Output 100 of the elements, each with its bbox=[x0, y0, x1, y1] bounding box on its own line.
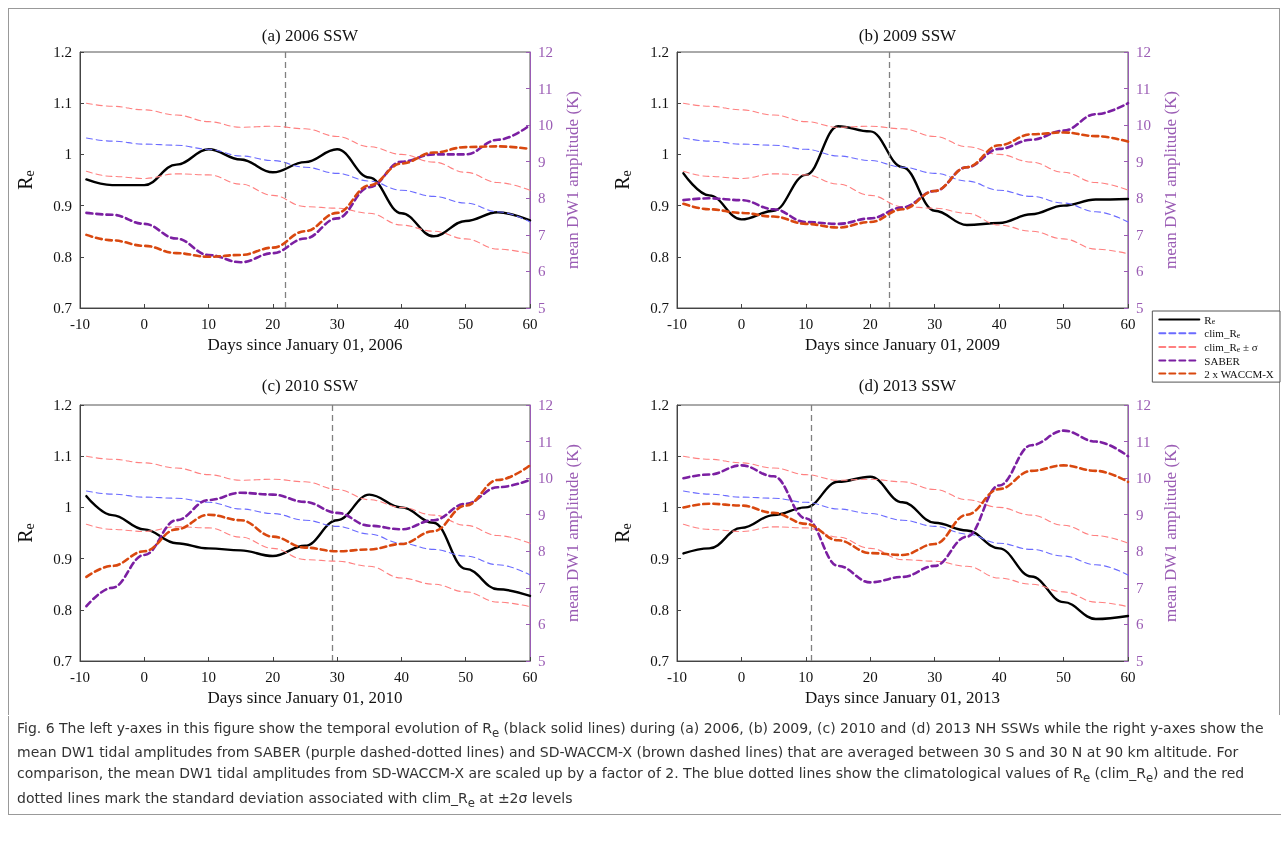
x-tick-label: 10 bbox=[798, 315, 814, 332]
x-tick-label: 20 bbox=[265, 668, 281, 685]
x-tick-label: 30 bbox=[927, 668, 943, 685]
y2-tick-label: 7 bbox=[538, 579, 546, 596]
y-tick-label: 1 bbox=[64, 146, 72, 163]
y-tick-label: 1.1 bbox=[53, 95, 72, 112]
x-tick-label: 50 bbox=[458, 668, 474, 685]
x-tick-label: 0 bbox=[737, 315, 746, 332]
x-tick-label: 60 bbox=[522, 315, 538, 332]
text: Fig. 6 The left y-axes in this figure show the temporal evolution of R$_{e}$ (black solid lines) during (a) 2006, (b) 2009, (c) 2010 and (d) 2013 NH SSWs while the right y-axes show the mean DW1 tidal amplitudes from SABER (purple dashed-dotted lines) and SD-WACCM-X (brown dashed lines) that are averaged between 30 S and 30 N at 90 km altitude. For comparison, the mean DW1 tidal amplitudes from SD-WACCM-X are scaled up by a factor of 2. The blue dotted lines show the climatological values of R$_{e}$ (clim_R$_{e}$) and the red dotted lines mark the standard deviation associated with clim_R$_{e}$ at ±2σ levels bbox=[17, 720, 1264, 810]
y2-tick-label: 9 bbox=[1136, 506, 1144, 523]
x-axis-title: Days since January 01, 2013 bbox=[805, 688, 1000, 707]
y-axis-title: Re bbox=[611, 523, 634, 543]
y-tick-label: 0.7 bbox=[53, 653, 73, 669]
legend-label: SABER bbox=[1204, 354, 1241, 367]
y2-tick-label: 10 bbox=[1136, 470, 1151, 487]
y2-tick-label: 8 bbox=[538, 543, 546, 560]
y-tick-label: 1.2 bbox=[650, 44, 669, 60]
y2-tick-label: 6 bbox=[1136, 616, 1144, 633]
y-tick-label: 0.9 bbox=[650, 550, 669, 567]
y2-tick-label: 11 bbox=[538, 80, 553, 97]
y2-tick-label: 11 bbox=[538, 433, 553, 450]
x-tick-label: 40 bbox=[991, 315, 1007, 332]
y-tick-label: 1.2 bbox=[53, 397, 72, 413]
y-tick-label: 0.8 bbox=[53, 601, 72, 618]
y2-tick-label: 7 bbox=[538, 226, 546, 243]
x-tick-label: 10 bbox=[201, 315, 217, 332]
y2-tick-label: 8 bbox=[1136, 543, 1144, 560]
y-tick-label: 1 bbox=[661, 499, 669, 516]
y2-tick-label: 7 bbox=[1136, 579, 1144, 596]
x-tick-label: 20 bbox=[862, 315, 878, 332]
y2-tick-label: 11 bbox=[1136, 433, 1151, 450]
x-tick-label: 40 bbox=[991, 668, 1007, 685]
y-tick-label: 1.1 bbox=[53, 448, 72, 465]
y2-tick-label: 8 bbox=[1136, 190, 1144, 207]
y2-tick-label: 6 bbox=[538, 616, 546, 633]
y2-tick-label: 12 bbox=[1136, 397, 1151, 413]
y2-tick-label: 10 bbox=[1136, 117, 1151, 134]
x-tick-label: 40 bbox=[393, 668, 409, 685]
y2-tick-label: 8 bbox=[538, 190, 546, 207]
y2-tick-label: 12 bbox=[538, 397, 553, 413]
x-tick-label: 60 bbox=[1120, 315, 1136, 332]
y-axis-title: Re bbox=[14, 170, 37, 190]
x-tick-label: 30 bbox=[927, 315, 943, 332]
y-tick-label: 1 bbox=[661, 146, 669, 163]
y2-tick-label: 9 bbox=[538, 153, 546, 170]
y-tick-label: 0.7 bbox=[650, 653, 670, 669]
x-tick-label: 20 bbox=[265, 315, 281, 332]
y-tick-label: 0.8 bbox=[650, 601, 669, 618]
x-tick-label: 50 bbox=[458, 315, 474, 332]
y-tick-label: 0.8 bbox=[53, 248, 72, 265]
y2-axis-title: mean DW1 amplitude (K) bbox=[563, 444, 582, 622]
y-tick-label: 0.9 bbox=[53, 197, 72, 214]
y-tick-label: 0.8 bbox=[650, 248, 669, 265]
y-tick-label: 0.9 bbox=[650, 197, 669, 214]
chart-title: (d) 2013 SSW bbox=[858, 376, 958, 395]
x-tick-label: -10 bbox=[70, 315, 90, 332]
x-tick-label: 30 bbox=[329, 315, 345, 332]
x-tick-label: 0 bbox=[140, 668, 149, 685]
x-tick-label: -10 bbox=[667, 315, 687, 332]
y-tick-label: 1.2 bbox=[53, 44, 72, 60]
y-tick-label: 1 bbox=[64, 499, 72, 516]
x-tick-label: 0 bbox=[140, 315, 149, 332]
y2-tick-label: 5 bbox=[538, 653, 546, 669]
y2-axis-title: mean DW1 amplitude (K) bbox=[1161, 91, 1180, 269]
x-tick-label: 20 bbox=[862, 668, 878, 685]
x-tick-label: 0 bbox=[737, 668, 746, 685]
y2-tick-label: 6 bbox=[1136, 263, 1144, 280]
x-axis-title: Days since January 01, 2006 bbox=[207, 335, 403, 354]
x-tick-label: 60 bbox=[1120, 668, 1136, 685]
y2-axis-title: mean DW1 amplitude (K) bbox=[563, 91, 582, 269]
x-tick-label: 30 bbox=[329, 668, 345, 685]
y2-tick-label: 12 bbox=[538, 44, 553, 60]
y2-tick-label: 10 bbox=[538, 117, 553, 134]
y-tick-label: 1.2 bbox=[650, 397, 669, 413]
y2-tick-label: 12 bbox=[1136, 44, 1151, 60]
y-tick-label: 1.1 bbox=[650, 95, 669, 112]
y2-tick-label: 9 bbox=[1136, 153, 1144, 170]
chart-title: (b) 2009 SSW bbox=[858, 26, 958, 45]
x-tick-label: 50 bbox=[1056, 668, 1072, 685]
y-axis-title: Re bbox=[14, 523, 37, 543]
x-axis-title: Days since January 01, 2009 bbox=[805, 335, 1000, 354]
x-tick-label: 10 bbox=[798, 668, 814, 685]
x-tick-label: 40 bbox=[393, 315, 409, 332]
y-tick-label: 0.7 bbox=[650, 300, 670, 316]
y-axis-title: Re bbox=[611, 170, 634, 190]
x-axis-title: Days since January 01, 2010 bbox=[207, 688, 403, 707]
y-tick-label: 0.7 bbox=[53, 300, 73, 316]
y2-tick-label: 10 bbox=[538, 470, 553, 487]
y-tick-label: 0.9 bbox=[53, 550, 72, 567]
y2-tick-label: 5 bbox=[538, 300, 546, 316]
y2-tick-label: 6 bbox=[538, 263, 546, 280]
x-tick-label: -10 bbox=[667, 668, 687, 685]
y2-tick-label: 5 bbox=[1136, 653, 1144, 669]
chart-title: (a) 2006 SSW bbox=[261, 26, 360, 45]
chart-title: (c) 2010 SSW bbox=[261, 376, 360, 395]
y2-tick-label: 7 bbox=[1136, 226, 1144, 243]
x-tick-label: -10 bbox=[70, 668, 90, 685]
legend-label: 2 x WACCM-X bbox=[1204, 367, 1274, 380]
x-tick-label: 10 bbox=[201, 668, 217, 685]
